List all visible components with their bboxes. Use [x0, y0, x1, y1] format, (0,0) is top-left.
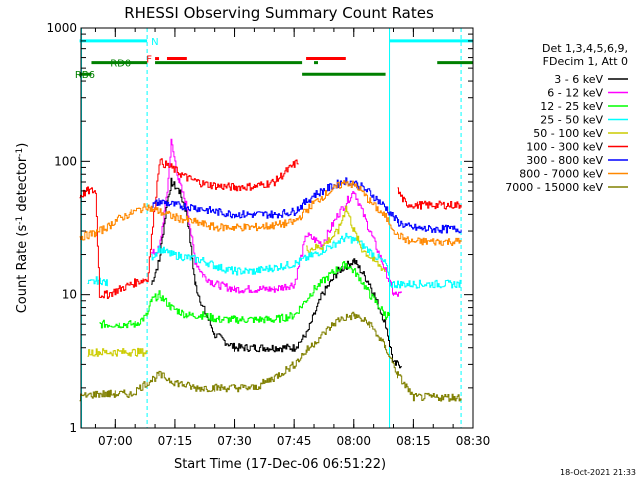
- y-tick-label: 1: [69, 421, 77, 435]
- series-50-100-kev: [306, 205, 387, 272]
- series-50-100-kev: [87, 347, 148, 357]
- state-label-n: N: [151, 37, 158, 48]
- legend-label-7000-15000-kev: 7000 - 15000 keV: [505, 181, 603, 194]
- series-3-6-kev: [151, 177, 402, 369]
- y-axis-label-sup2: -1: [15, 148, 25, 157]
- legend-label-25-50-kev: 25 - 50 keV: [540, 114, 603, 127]
- x-tick-label: 07:15: [158, 434, 193, 448]
- chart-title: RHESSI Observing Summary Count Rates: [124, 4, 434, 22]
- legend-label-100-300-kev: 100 - 300 keV: [526, 141, 603, 154]
- x-tick-label: 07:00: [98, 434, 133, 448]
- axes-layer: 1 10 100 1000 07:00 07:15 07:30 07:45 08:00 08:15…: [46, 21, 490, 448]
- series-100-300-kev: [79, 158, 299, 299]
- legend-header-line2: FDecim 1, Att 0: [543, 55, 628, 68]
- y-tick-label: 100: [54, 154, 77, 168]
- series-6-12-kev: [151, 138, 402, 297]
- y-axis-label-sup1: -1: [15, 216, 25, 225]
- legend-label-3-6-kev: 3 - 6 keV: [554, 73, 603, 86]
- date-stamp: 18-Oct-2021 21:33: [560, 468, 636, 477]
- state-label-rd0: RD0: [110, 59, 131, 70]
- legend-label-300-800-kev: 300 - 800 keV: [526, 154, 603, 167]
- series-800-7000-kev: [79, 180, 462, 246]
- x-tick-label: 07:30: [217, 434, 252, 448]
- y-axis-label-part3: ): [15, 143, 30, 148]
- series-25-50-kev: [151, 232, 462, 289]
- y-axis-label-part1: Count Rate (s: [15, 225, 30, 314]
- series-25-50-kev: [87, 276, 108, 287]
- legend-label-12-25-kev: 12 - 25 keV: [540, 100, 603, 113]
- state-label-rb6: RB6: [75, 70, 95, 81]
- y-axis-label: Count Rate (s-1 detector-1): [15, 143, 30, 314]
- series-100-300-kev: [397, 187, 462, 210]
- state-label-f: F: [146, 55, 152, 66]
- series-300-800-kev: [151, 177, 462, 234]
- y-tick-label: 1000: [46, 21, 77, 35]
- x-tick-label: 07:45: [277, 434, 312, 448]
- series-12-25-kev: [99, 261, 390, 329]
- legend-label-800-7000-kev: 800 - 7000 keV: [519, 168, 603, 181]
- plot-frame: [80, 27, 474, 429]
- state-bars-layer: NF RD0 RB6: [75, 37, 473, 81]
- x-axis-label: Start Time (17-Dec-06 06:51:22): [174, 457, 386, 472]
- x-tick-label: 08:00: [336, 434, 371, 448]
- legend-label-6-12-kev: 6 - 12 keV: [547, 87, 603, 100]
- x-tick-label: 08:30: [456, 434, 491, 448]
- y-axis-label-part2: detector: [15, 156, 30, 216]
- markers-layer: [81, 28, 462, 428]
- y-tick-label: 10: [62, 288, 77, 302]
- legend-label-50-100-kev: 50 - 100 keV: [533, 127, 603, 140]
- legend-header-line1: Det 1,3,4,5,6,9,: [542, 42, 628, 55]
- series-layer: [79, 138, 462, 402]
- x-tick-label: 08:15: [396, 434, 431, 448]
- series-7000-15000-kev: [79, 311, 462, 402]
